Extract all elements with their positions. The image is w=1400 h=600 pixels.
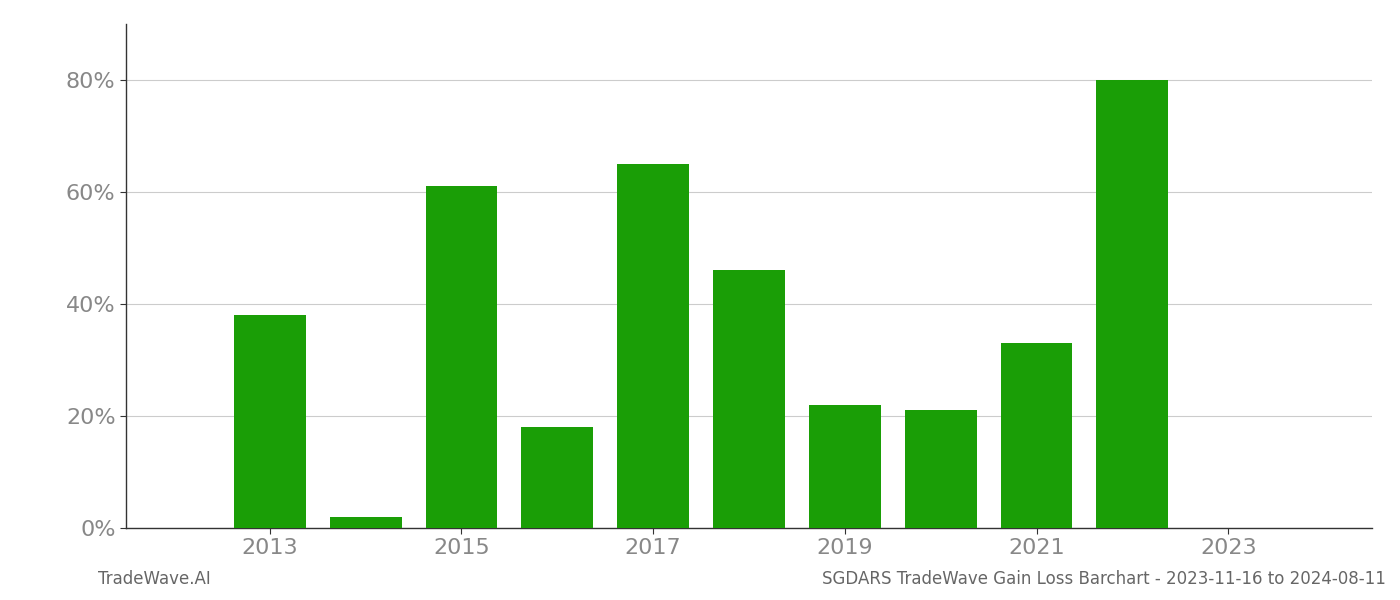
Bar	[904, 410, 977, 528]
Bar	[521, 427, 594, 528]
Bar	[1096, 80, 1169, 528]
Bar	[809, 405, 881, 528]
Bar	[713, 271, 785, 528]
Bar	[234, 315, 305, 528]
Bar	[426, 187, 497, 528]
Bar	[617, 164, 689, 528]
Bar	[329, 517, 402, 528]
Bar	[1001, 343, 1072, 528]
Text: SGDARS TradeWave Gain Loss Barchart - 2023-11-16 to 2024-08-11: SGDARS TradeWave Gain Loss Barchart - 20…	[822, 570, 1386, 588]
Text: TradeWave.AI: TradeWave.AI	[98, 570, 211, 588]
